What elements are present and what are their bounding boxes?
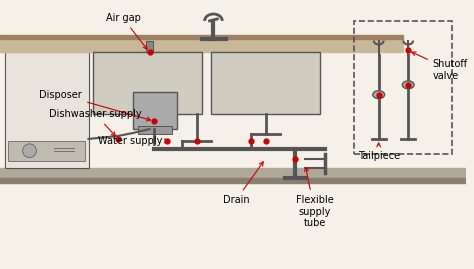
Text: Air gap: Air gap xyxy=(106,13,147,49)
Bar xyxy=(0,168,466,178)
Ellipse shape xyxy=(402,81,414,89)
Bar xyxy=(146,41,154,52)
Text: Dishwasher supply: Dishwasher supply xyxy=(49,109,142,136)
Bar xyxy=(138,126,172,134)
Text: Disposer: Disposer xyxy=(39,90,151,121)
Bar xyxy=(93,52,201,114)
Bar xyxy=(0,35,403,38)
Bar xyxy=(8,141,84,161)
Bar xyxy=(5,52,89,168)
Bar xyxy=(133,92,177,129)
Text: Flexible
supply
tube: Flexible supply tube xyxy=(296,168,334,228)
Text: Tailpiece: Tailpiece xyxy=(358,143,400,161)
Ellipse shape xyxy=(373,91,384,99)
Bar xyxy=(354,21,453,154)
Circle shape xyxy=(23,144,36,158)
Text: Drain: Drain xyxy=(223,162,263,205)
Text: Shutoff
valve: Shutoff valve xyxy=(412,52,468,81)
Bar xyxy=(0,38,403,52)
Text: Water supply: Water supply xyxy=(99,136,169,146)
Bar xyxy=(211,52,319,114)
Bar xyxy=(0,178,466,183)
